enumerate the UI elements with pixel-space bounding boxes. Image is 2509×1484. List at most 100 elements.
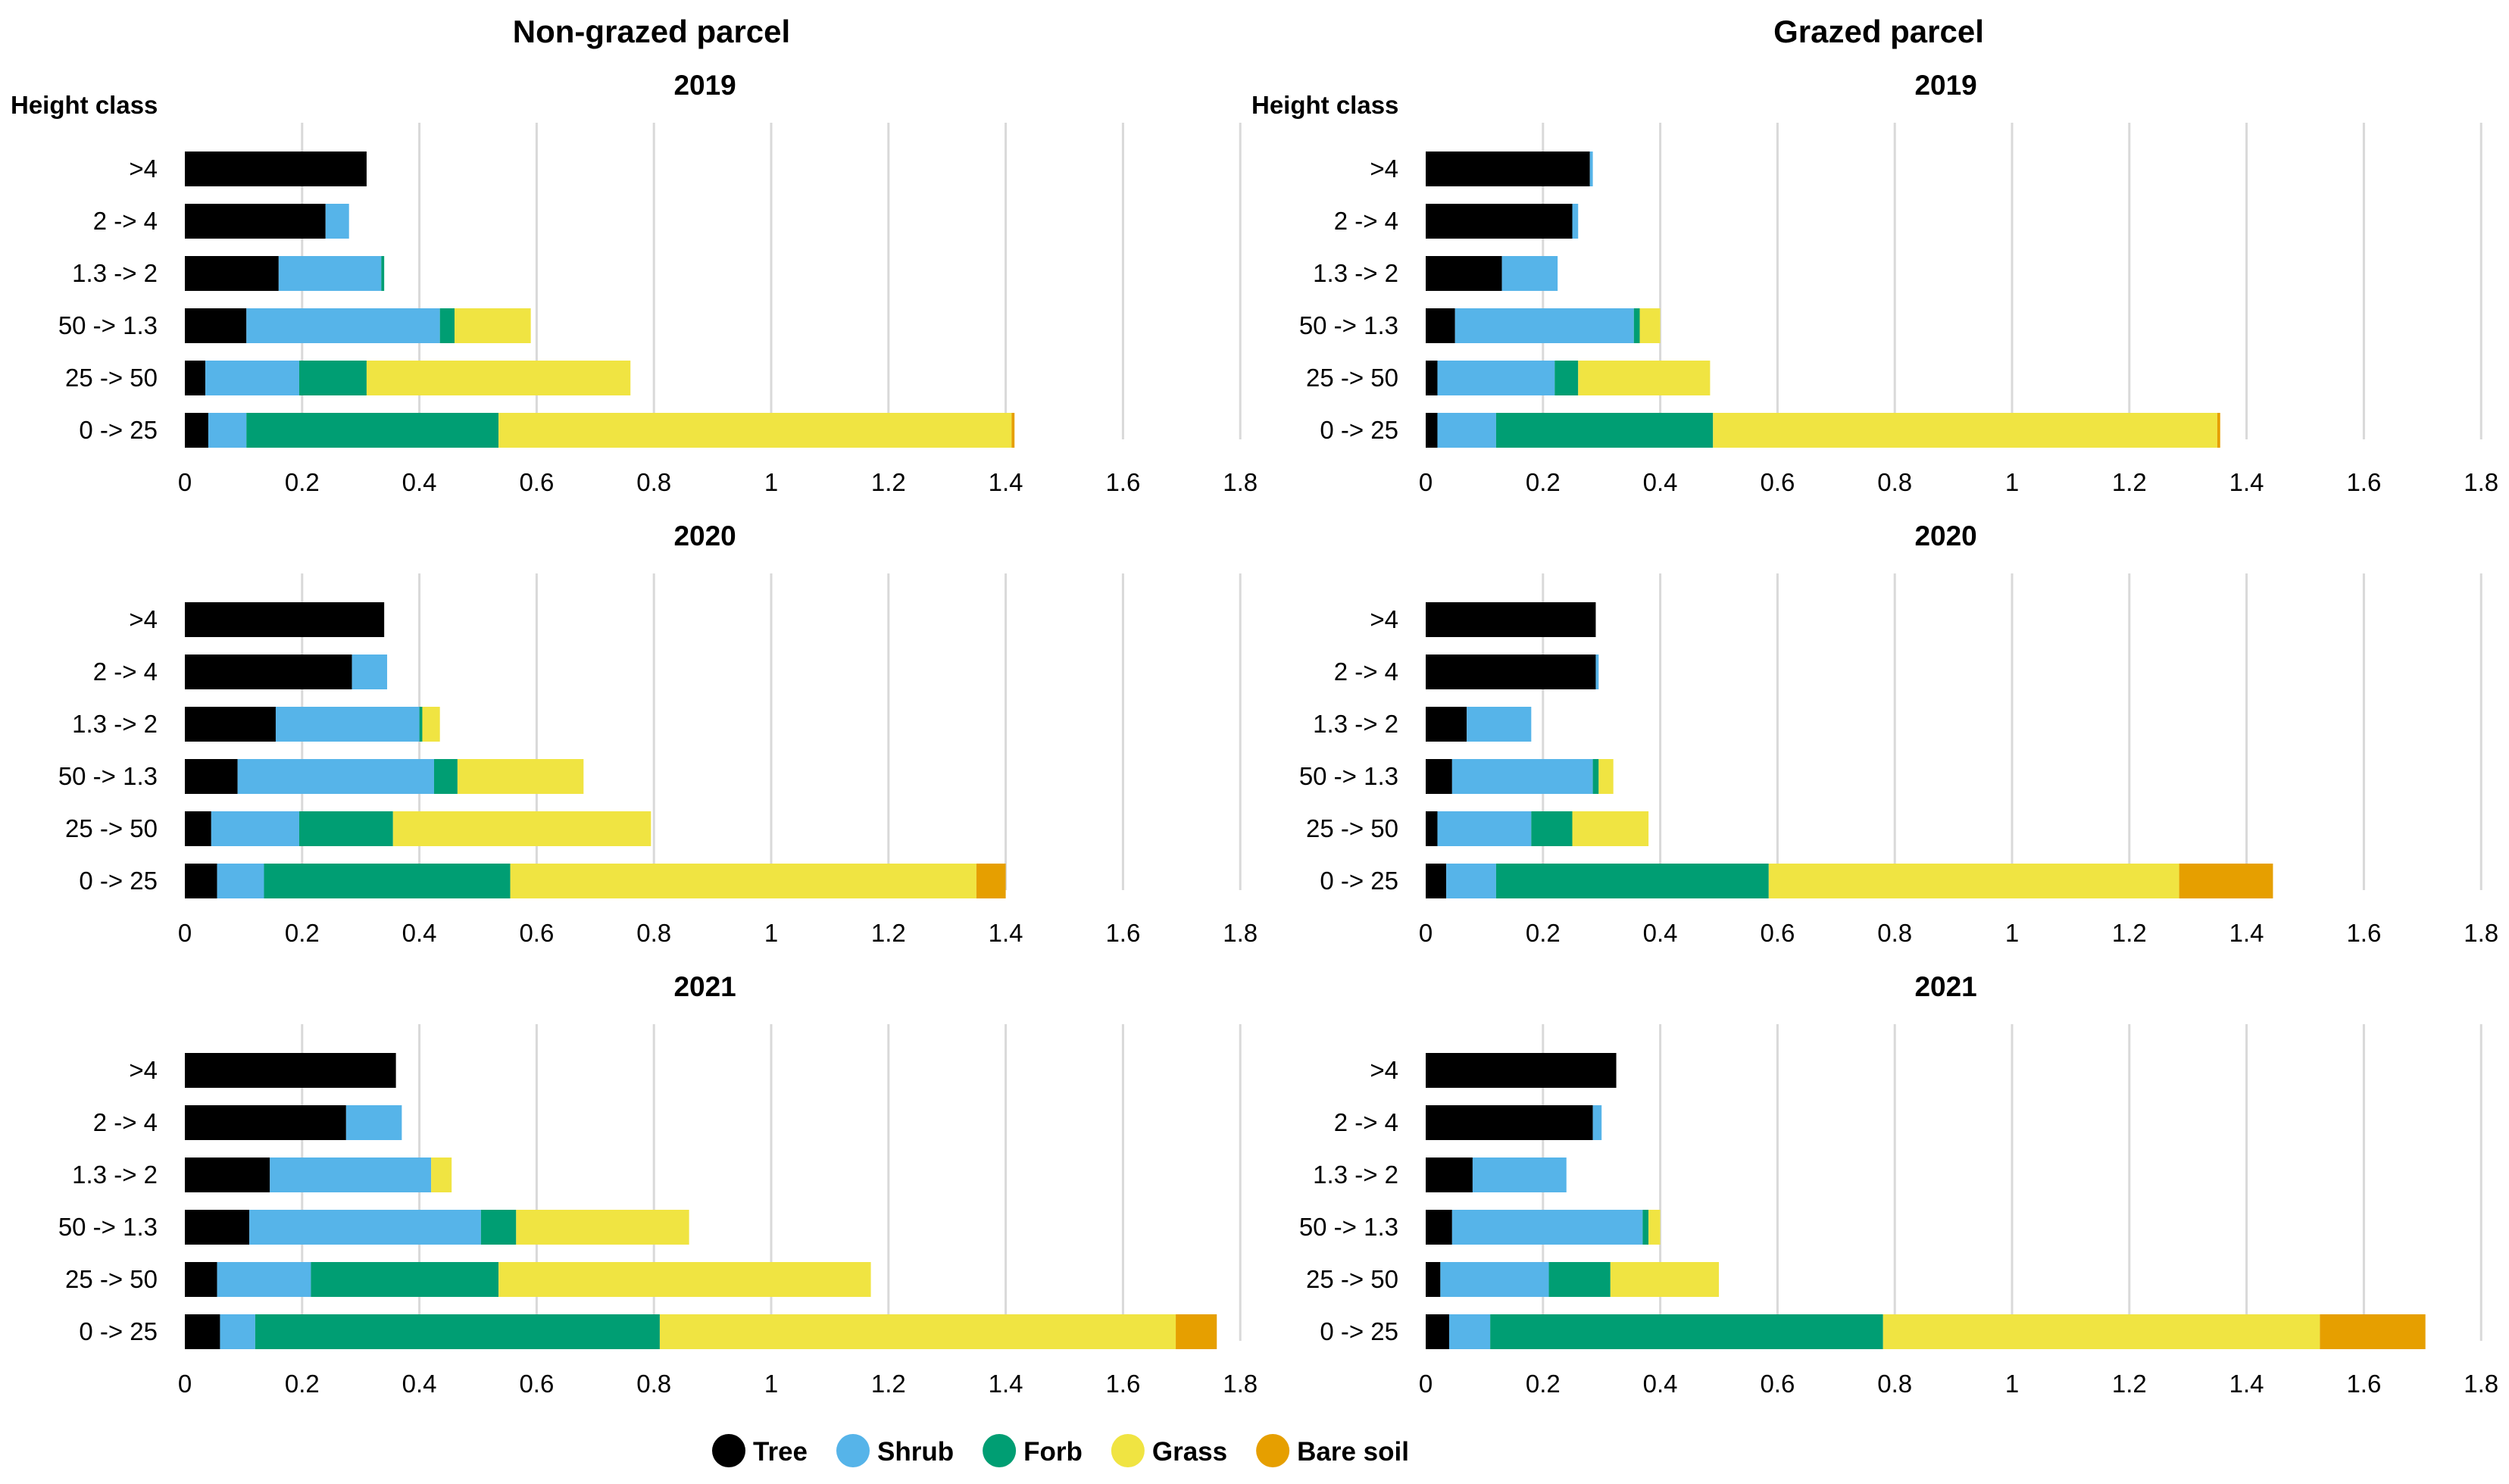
category-label: 0 -> 25 xyxy=(79,1317,158,1345)
bar-shrub-0-25 xyxy=(220,1314,255,1349)
bar-grass-25-50 xyxy=(366,361,631,395)
bar-grass-50-1-3 xyxy=(457,759,584,794)
bar-forb-50-1-3 xyxy=(433,759,458,794)
x-tick-label: 0.4 xyxy=(1643,919,1678,947)
bar-shrub-1-3-2 xyxy=(278,256,382,291)
x-tick-label: 1.4 xyxy=(989,919,1023,947)
legend-swatch-grass xyxy=(1111,1434,1145,1467)
bar-bare-soil-0-25 xyxy=(2217,413,2220,448)
x-tick-label: 1.6 xyxy=(1105,468,1140,496)
x-tick-label: 0.4 xyxy=(402,468,437,496)
chart-panel-grazed-parcel-2019: 2019 0 0.2 0.4 0.6 0.8 1 1.2 1.4 1.6 1.8 >4 2 -> 4 1.… xyxy=(1299,70,2498,496)
bar-grass-0-25 xyxy=(510,864,976,898)
x-tick-label: 0.4 xyxy=(402,919,437,947)
category-label: 2 -> 4 xyxy=(93,1108,158,1136)
x-tick-label: 0.6 xyxy=(519,1370,554,1398)
bar-grass-0-25 xyxy=(659,1314,1176,1349)
chart-title: 2019 xyxy=(673,70,736,101)
bar-grass-0-25 xyxy=(1713,413,2217,448)
bar-tree-25-50 xyxy=(1426,811,1438,846)
bar-shrub-2-4 xyxy=(1595,655,1599,689)
bar-shrub-0-25 xyxy=(1448,1314,1491,1349)
x-tick-label: 0.6 xyxy=(519,468,554,496)
bar-forb-50-1-3 xyxy=(1592,759,1599,794)
bar-shrub-2-4 xyxy=(325,204,349,239)
bar-shrub-50-1-3 xyxy=(246,308,440,343)
chart-title: 2019 xyxy=(1914,70,1976,101)
bar-forb-0-25 xyxy=(1490,1314,1883,1349)
category-label: 25 -> 50 xyxy=(1306,814,1398,842)
x-tick-label: 0.8 xyxy=(1877,919,1912,947)
category-label: 0 -> 25 xyxy=(1320,416,1398,444)
bar-grass-25-50 xyxy=(1610,1262,1719,1297)
bar-shrub-1-3-2 xyxy=(270,1158,432,1192)
bar-shrub-25-50 xyxy=(205,361,299,395)
bar-tree-50-1-3 xyxy=(185,759,238,794)
x-tick-label: 1.4 xyxy=(989,468,1023,496)
bar-shrub-2-4 xyxy=(345,1105,402,1140)
category-label: 1.3 -> 2 xyxy=(72,1161,158,1189)
bar-shrub-4 xyxy=(1589,152,1593,186)
category-label: 1.3 -> 2 xyxy=(72,259,158,287)
bar-tree-50-1-3 xyxy=(1426,308,1455,343)
category-label: 0 -> 25 xyxy=(79,416,158,444)
x-tick-label: 1.2 xyxy=(871,1370,906,1398)
x-tick-label: 0.4 xyxy=(1643,1370,1678,1398)
bar-tree-1-3-2 xyxy=(185,707,276,742)
bar-shrub-1-3-2 xyxy=(275,707,420,742)
bar-forb-50-1-3 xyxy=(1642,1210,1649,1245)
x-tick-label: 0.2 xyxy=(1526,919,1561,947)
x-tick-label: 0.2 xyxy=(285,919,320,947)
bar-grass-50-1-3 xyxy=(1648,1210,1661,1245)
bar-tree-0-25 xyxy=(1426,1314,1449,1349)
bar-forb-25-50 xyxy=(311,1262,499,1297)
category-label: 0 -> 25 xyxy=(1320,867,1398,895)
bar-tree-2-4 xyxy=(185,1105,346,1140)
chart-title: 2021 xyxy=(673,971,736,1002)
x-tick-label: 0.6 xyxy=(1760,919,1795,947)
column-title-grazed: Grazed parcel xyxy=(1773,14,1984,49)
bar-tree-25-50 xyxy=(185,1262,217,1297)
bar-grass-25-50 xyxy=(392,811,651,846)
x-tick-label: 1 xyxy=(764,1370,778,1398)
category-label: 1.3 -> 2 xyxy=(72,710,158,738)
legend-swatch-shrub xyxy=(836,1434,870,1467)
chart-panel-non-grazed-parcel-2019: 2019 0 0.2 0.4 0.6 0.8 1 1.2 1.4 1.6 1.8 >4 2 -> 4 1.… xyxy=(58,70,1258,496)
bar-bare-soil-0-25 xyxy=(1011,413,1015,448)
x-tick-label: 0 xyxy=(178,919,192,947)
bar-tree-25-50 xyxy=(185,361,206,395)
bar-tree-1-3-2 xyxy=(185,256,279,291)
x-tick-label: 0 xyxy=(1419,1370,1433,1398)
x-tick-label: 1.8 xyxy=(2464,1370,2498,1398)
bar-grass-25-50 xyxy=(1572,811,1649,846)
x-tick-label: 1.4 xyxy=(2229,919,2264,947)
x-tick-label: 0.2 xyxy=(1526,468,1561,496)
bar-forb-25-50 xyxy=(1531,811,1573,846)
bar-tree-1-3-2 xyxy=(1426,1158,1473,1192)
legend: Tree Shrub Forb Grass Bare soil xyxy=(712,1434,1409,1467)
bar-tree-0-25 xyxy=(185,413,208,448)
bar-bare-soil-0-25 xyxy=(976,864,1006,898)
x-tick-label: 1.2 xyxy=(871,468,906,496)
x-tick-label: 1 xyxy=(2005,919,2019,947)
x-tick-label: 1.6 xyxy=(1105,1370,1140,1398)
legend-item-shrub: Shrub xyxy=(836,1434,954,1467)
bar-shrub-0-25 xyxy=(1446,864,1496,898)
category-label: 50 -> 1.3 xyxy=(58,762,158,790)
bar-shrub-50-1-3 xyxy=(249,1210,481,1245)
bar-shrub-2-4 xyxy=(1592,1105,1602,1140)
legend-item-forb: Forb xyxy=(983,1434,1083,1467)
category-label: 0 -> 25 xyxy=(1320,1317,1398,1345)
bar-shrub-25-50 xyxy=(1440,1262,1549,1297)
x-tick-label: 0 xyxy=(178,1370,192,1398)
x-tick-label: 0 xyxy=(178,468,192,496)
category-label: 50 -> 1.3 xyxy=(1299,1213,1398,1241)
category-label: 50 -> 1.3 xyxy=(1299,311,1398,339)
bar-grass-1-3-2 xyxy=(431,1158,452,1192)
bar-forb-25-50 xyxy=(1548,1262,1611,1297)
x-tick-label: 0.8 xyxy=(1877,468,1912,496)
x-tick-label: 1.6 xyxy=(1105,919,1140,947)
x-tick-label: 0.8 xyxy=(636,1370,671,1398)
category-label: 1.3 -> 2 xyxy=(1313,710,1398,738)
bar-shrub-0-25 xyxy=(1437,413,1496,448)
